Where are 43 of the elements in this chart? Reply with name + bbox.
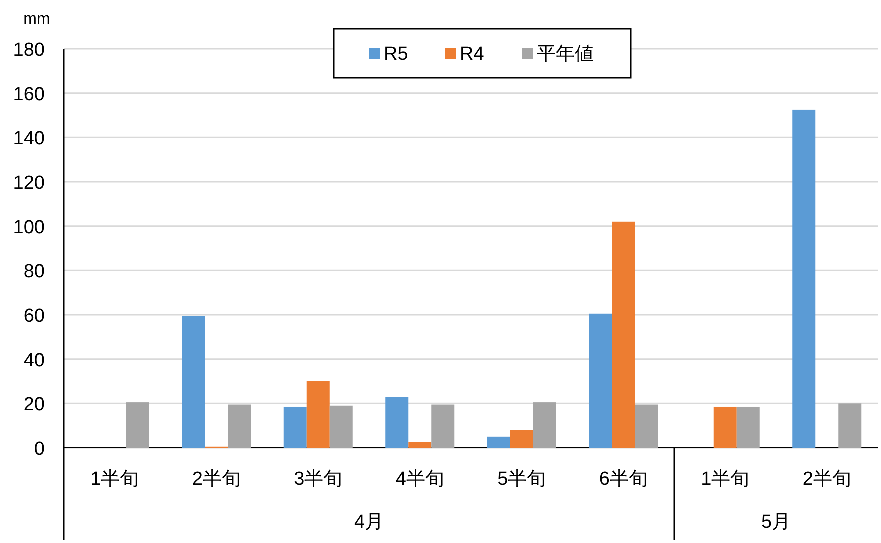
- x-tick-label: 2半旬: [802, 469, 852, 490]
- bar: [284, 406, 307, 448]
- bar: [510, 430, 534, 448]
- x-tick-label: 1半旬: [701, 469, 750, 490]
- bar: [612, 222, 636, 448]
- bar: [386, 397, 409, 448]
- bar: [714, 406, 737, 448]
- bar: [408, 442, 432, 448]
- bar: [182, 316, 206, 448]
- bar: [838, 404, 862, 448]
- x-tick-label: 1半旬: [90, 469, 140, 490]
- bar: [432, 404, 455, 448]
- bar: [589, 314, 612, 448]
- y-tick-label: 160: [13, 84, 45, 106]
- bar: [228, 404, 252, 448]
- bar: [126, 402, 150, 448]
- legend-label: 平年値: [537, 44, 594, 65]
- bar: [306, 382, 330, 448]
- bar: [533, 402, 556, 448]
- legend-label: R5: [384, 44, 408, 65]
- x-tick-label: 3半旬: [294, 469, 343, 490]
- y-tick-label: 40: [24, 350, 45, 372]
- y-tick-label: 120: [13, 173, 45, 194]
- y-tick-label: 100: [13, 217, 45, 238]
- y-tick-label: 60: [24, 306, 45, 327]
- bar: [792, 110, 816, 448]
- x-tick-label: 5半旬: [498, 469, 546, 490]
- y-axis-title: mm: [24, 11, 50, 28]
- y-tick-label: 20: [24, 394, 45, 416]
- x-tick-label: 6半旬: [599, 469, 648, 490]
- y-tick-label: 140: [13, 128, 45, 150]
- text: 4月: [354, 512, 384, 533]
- x-tick-label: 2半旬: [192, 469, 241, 490]
- legend-label: R4: [460, 44, 485, 65]
- y-tick-label: 180: [13, 40, 45, 61]
- bar: [635, 404, 658, 448]
- y-tick-label: 0: [34, 439, 45, 460]
- bar: [487, 436, 510, 448]
- y-tick-label: 80: [24, 262, 45, 283]
- x-tick-label: 4半旬: [396, 469, 444, 490]
- text: 5月: [761, 512, 792, 533]
- bar: [736, 406, 760, 448]
- bar: [330, 406, 353, 448]
